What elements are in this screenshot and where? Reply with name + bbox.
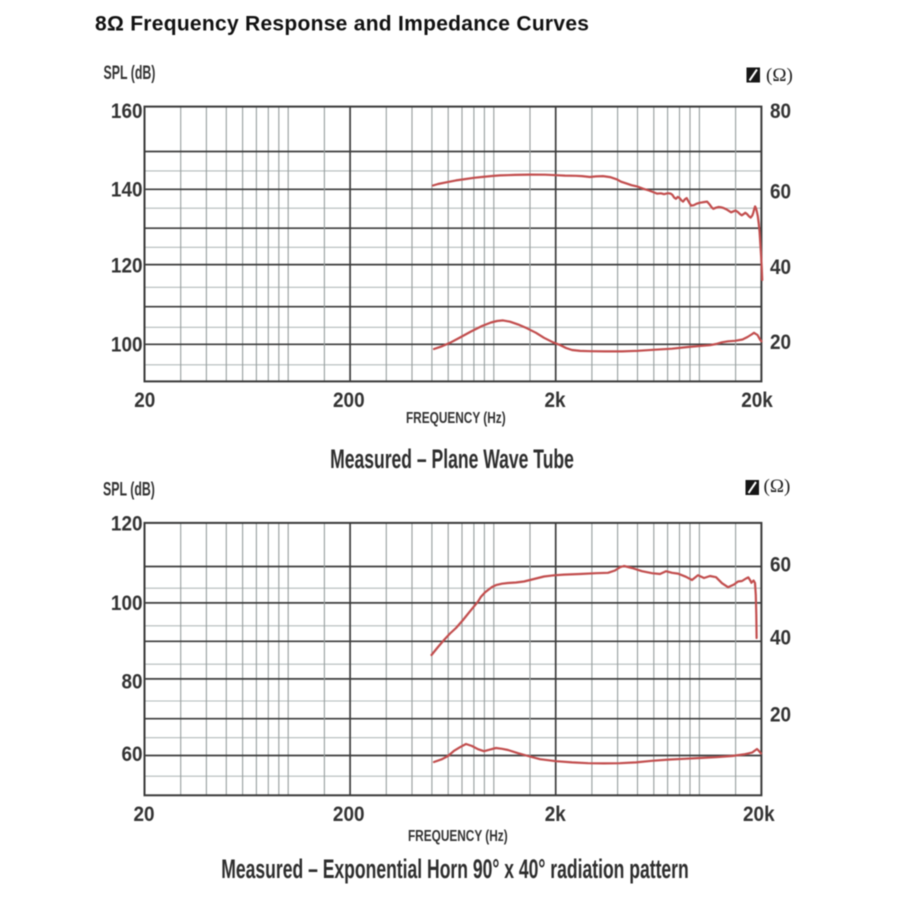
svg-text:120: 120 [111,512,143,535]
svg-text:80: 80 [770,100,791,123]
svg-text:SPL (dB): SPL (dB) [104,62,156,83]
svg-text:100: 100 [111,333,143,356]
svg-text:Measured – Plane Wave Tube: Measured – Plane Wave Tube [330,443,574,474]
svg-text:80: 80 [121,670,142,693]
svg-text:20: 20 [134,389,155,412]
svg-text:20: 20 [770,703,791,726]
svg-text:FREQUENCY (Hz): FREQUENCY (Hz) [408,826,508,844]
svg-text:60: 60 [121,743,142,766]
svg-text:40: 40 [770,256,791,279]
svg-text:120: 120 [111,254,143,277]
svg-text:(Ω): (Ω) [766,65,793,86]
svg-text:20k: 20k [743,803,775,826]
svg-text:2k: 2k [544,389,566,412]
svg-text:FREQUENCY (Hz): FREQUENCY (Hz) [406,408,506,426]
svg-text:60: 60 [770,553,791,576]
svg-text:SPL (dB): SPL (dB) [103,479,155,500]
svg-text:8Ω Frequency Response and Impe: 8Ω Frequency Response and Impedance Curv… [95,13,589,36]
svg-text:20k: 20k [741,389,773,412]
svg-text:60: 60 [770,180,791,203]
svg-text:200: 200 [333,803,365,826]
svg-text:20: 20 [770,331,791,354]
svg-text:Measured – Exponential Horn 90: Measured – Exponential Horn 90° x 40° ra… [221,853,688,884]
svg-text:140: 140 [111,178,143,201]
svg-text:40: 40 [770,626,791,649]
svg-text:100: 100 [111,592,143,615]
svg-text:2k: 2k [545,803,567,826]
svg-text:(Ω): (Ω) [764,476,791,497]
svg-text:200: 200 [333,389,365,412]
svg-text:20: 20 [133,803,154,826]
svg-text:160: 160 [111,100,143,123]
